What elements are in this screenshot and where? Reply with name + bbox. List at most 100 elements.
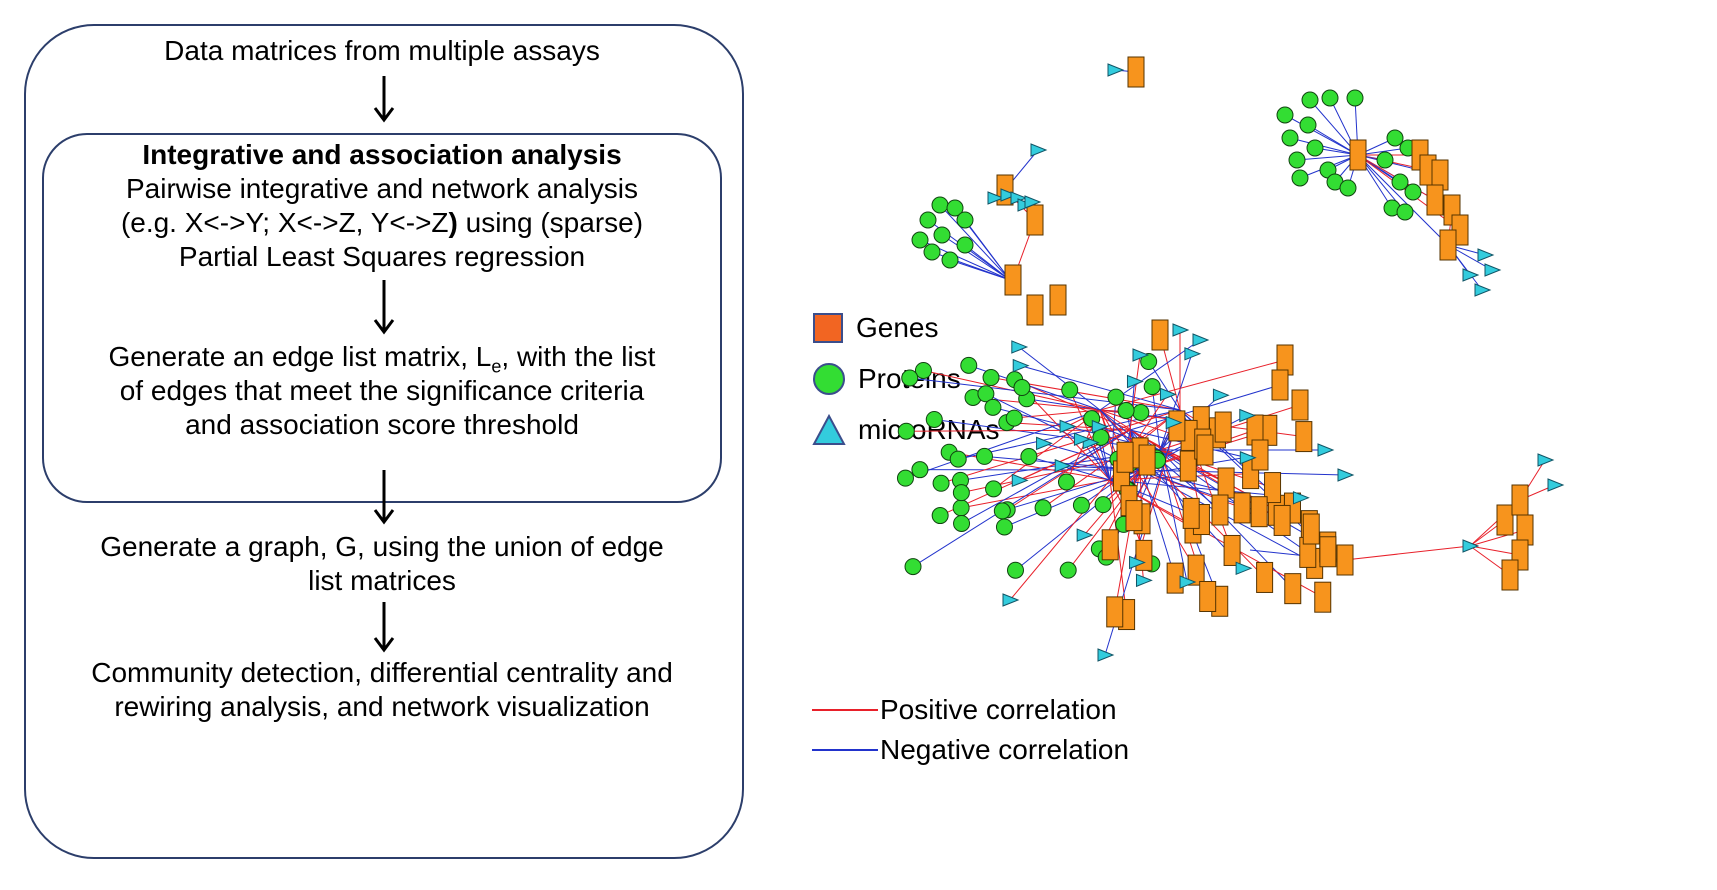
protein-node (1321, 89, 1339, 107)
microrna-node (1235, 561, 1253, 576)
positive-edge (1021, 387, 1111, 481)
positive-edge (961, 479, 1111, 509)
microrna-node (1474, 283, 1492, 297)
network-edges (905, 69, 1556, 656)
gene-node (1211, 494, 1229, 526)
protein-node (956, 211, 974, 229)
positive-edge (1009, 479, 1111, 601)
negative-edge (949, 259, 1011, 281)
gene-node (1026, 294, 1044, 326)
microrna-node (1292, 491, 1310, 505)
microrna-node (1239, 408, 1257, 423)
microrna-node (1073, 432, 1091, 446)
protein-node (1386, 129, 1404, 147)
gene-node (1214, 411, 1232, 443)
gene-node (1179, 450, 1197, 482)
gene-node (1233, 492, 1251, 524)
network-graph (896, 56, 1565, 662)
protein-node (1339, 179, 1357, 197)
edge-list-line2: of edges that meet the significance crit… (119, 375, 645, 406)
gene-node (1116, 441, 1134, 473)
gene-node (1106, 596, 1124, 628)
positive-edge (993, 409, 1101, 490)
negative-edge (1159, 353, 1193, 451)
edge-list-tail: , with the list (501, 341, 656, 372)
positive-line-icon (812, 709, 878, 711)
protein-node (1013, 379, 1031, 397)
legend-genes-label: Genes (856, 312, 939, 343)
gene-node (1182, 497, 1200, 529)
community-line1: Community detection, differential centra… (91, 657, 673, 688)
protein-node (952, 499, 970, 517)
negative-edge (1148, 361, 1181, 411)
gene-node (1196, 434, 1214, 466)
protein-node (1059, 561, 1077, 579)
gene-node (1199, 580, 1217, 612)
positive-edge (940, 409, 1181, 484)
gene-node (1138, 444, 1156, 476)
inner-heading: Integrative and association analysis (142, 139, 622, 170)
microrna-node (1212, 388, 1230, 402)
protein-node (1057, 473, 1075, 491)
protein-node (946, 199, 964, 217)
positive-edge (1083, 469, 1141, 536)
positive-edge (1099, 359, 1286, 411)
gene-node (1250, 496, 1268, 528)
legend-negative-label: Negative correlation (880, 734, 1130, 765)
microrna-node (1484, 263, 1502, 277)
microrna-node (1030, 143, 1048, 157)
protein-node (911, 231, 929, 249)
protein-node (923, 243, 941, 261)
protein-circle-icon (813, 363, 845, 395)
microrna-node (1462, 268, 1480, 282)
gene-node (1295, 421, 1313, 453)
protein-node (977, 385, 995, 403)
microrna-node (1184, 347, 1202, 361)
gene-node (1256, 561, 1274, 593)
legend-positive-label: Positive correlation (880, 694, 1117, 725)
negative-edge (1028, 456, 1111, 481)
gene-node (1319, 536, 1337, 568)
workflow-outer-frame (24, 24, 744, 859)
protein-node (975, 447, 993, 465)
microrna-node (1132, 348, 1150, 362)
protein-node (993, 502, 1011, 520)
protein-node (933, 226, 951, 244)
protein-node (1291, 169, 1309, 187)
protein-node (932, 474, 950, 492)
microrna-node (1165, 415, 1183, 430)
microrna-node (1159, 387, 1177, 402)
protein-node (1391, 173, 1409, 191)
gene-node (1135, 539, 1153, 571)
positive-edge (1469, 529, 1526, 547)
negative-edge (939, 204, 1011, 281)
gene-node (1302, 513, 1320, 545)
microrna-node (1036, 436, 1053, 451)
microrna-node (1076, 528, 1094, 542)
gene-node (1314, 581, 1332, 613)
legend-positive: Positive correlation (812, 694, 1117, 726)
gene-square-icon (813, 313, 843, 343)
negative-edge (912, 429, 1131, 568)
protein-node (1020, 448, 1038, 466)
gene-node (1273, 504, 1291, 536)
gene-node (1439, 229, 1457, 261)
protein-node (1306, 139, 1324, 157)
examples-paren: ) (448, 207, 458, 238)
protein-node (956, 236, 974, 254)
microrna-node (1002, 593, 1020, 607)
protein-node (995, 518, 1013, 536)
protein-node (1094, 496, 1112, 514)
arrow-down-icon (373, 280, 395, 335)
microrna-node (1239, 451, 1257, 465)
gene-node (1223, 534, 1241, 566)
inner-line-pairwise: Pairwise integrative and network analysi… (125, 173, 639, 204)
gene-node (1151, 319, 1169, 351)
protein-node (1132, 404, 1150, 422)
negative-edge (941, 234, 1011, 281)
negative-edge (1357, 154, 1449, 246)
gene-node (1426, 184, 1444, 216)
protein-node (1281, 129, 1299, 147)
protein-node (1072, 496, 1090, 514)
legend-genes: Genes (812, 312, 939, 344)
